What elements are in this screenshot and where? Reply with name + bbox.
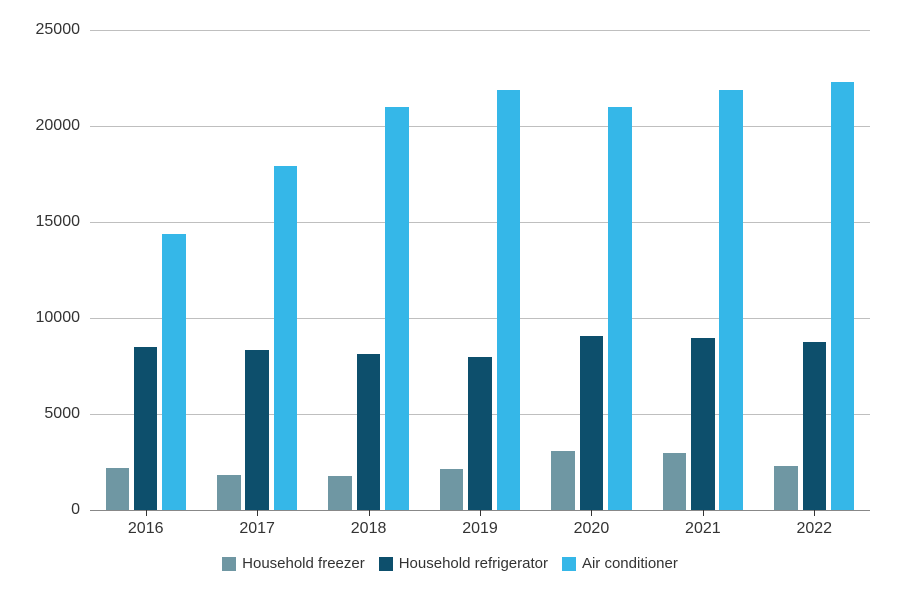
bar bbox=[497, 90, 521, 510]
y-tick-label: 15000 bbox=[36, 213, 91, 231]
x-tick-label: 2017 bbox=[239, 510, 275, 538]
bar bbox=[328, 476, 352, 510]
gridline bbox=[90, 222, 870, 223]
bar bbox=[162, 234, 186, 510]
bar bbox=[385, 107, 409, 510]
bar bbox=[663, 453, 687, 510]
x-tick-label: 2016 bbox=[128, 510, 164, 538]
legend-item: Household freezer bbox=[222, 555, 365, 572]
bar bbox=[691, 338, 715, 510]
bar bbox=[245, 350, 269, 510]
legend-item: Air conditioner bbox=[562, 555, 678, 572]
y-tick-label: 0 bbox=[71, 501, 90, 519]
bar bbox=[551, 451, 575, 510]
bar bbox=[440, 469, 464, 510]
gridline bbox=[90, 318, 870, 319]
gridline bbox=[90, 126, 870, 127]
legend-swatch bbox=[379, 557, 393, 571]
bar bbox=[831, 82, 855, 510]
legend-swatch bbox=[562, 557, 576, 571]
bar bbox=[217, 475, 241, 510]
y-tick-label: 5000 bbox=[44, 405, 90, 423]
y-tick-label: 10000 bbox=[36, 309, 91, 327]
bar bbox=[774, 466, 798, 510]
bar bbox=[468, 357, 492, 510]
bar bbox=[719, 90, 743, 510]
bar bbox=[106, 468, 130, 510]
legend-label: Air conditioner bbox=[582, 555, 678, 572]
x-tick-label: 2022 bbox=[796, 510, 832, 538]
bar bbox=[803, 342, 827, 510]
bar bbox=[274, 166, 298, 510]
legend-label: Household refrigerator bbox=[399, 555, 548, 572]
legend-item: Household refrigerator bbox=[379, 555, 548, 572]
x-tick-label: 2021 bbox=[685, 510, 721, 538]
legend: Household freezer Household refrigerator A… bbox=[0, 555, 900, 572]
y-tick-label: 20000 bbox=[36, 117, 91, 135]
x-tick-label: 2019 bbox=[462, 510, 498, 538]
legend-swatch bbox=[222, 557, 236, 571]
x-tick-label: 2018 bbox=[351, 510, 387, 538]
bar bbox=[134, 347, 158, 510]
gridline bbox=[90, 30, 870, 31]
bar bbox=[580, 336, 604, 510]
bar bbox=[608, 107, 632, 510]
x-tick-label: 2020 bbox=[574, 510, 610, 538]
bar bbox=[357, 354, 381, 510]
plot-area: 0500010000150002000025000201620172018201… bbox=[90, 30, 870, 510]
bar-chart: 0 5000 10000 15000 20000 25000 2016 2017 2018 201… bbox=[0, 0, 900, 600]
y-tick-label: 25000 bbox=[36, 21, 91, 39]
legend-label: Household freezer bbox=[242, 555, 365, 572]
